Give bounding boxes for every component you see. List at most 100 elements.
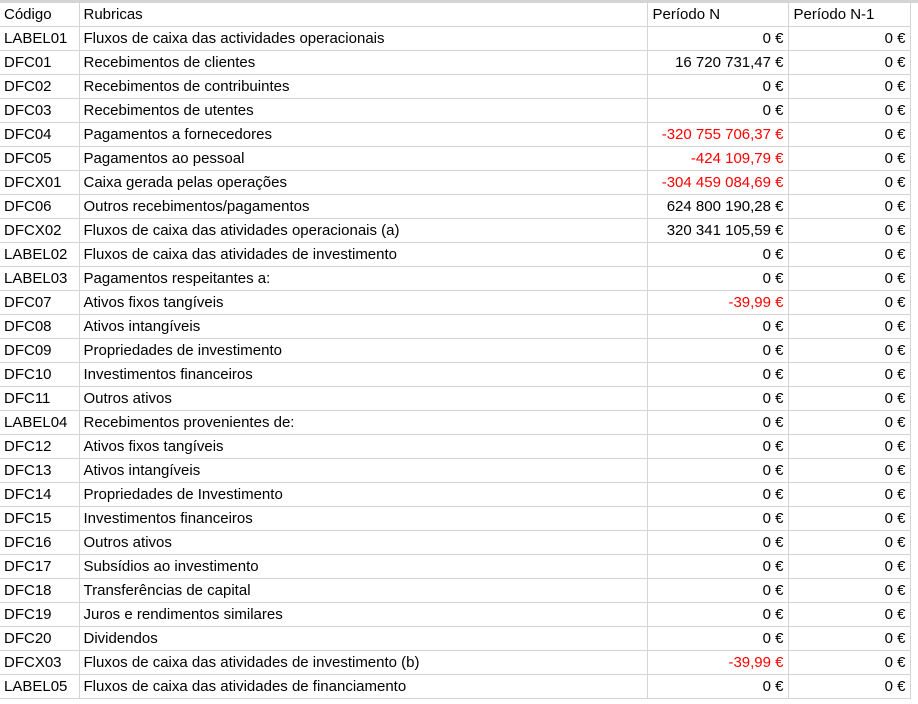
cell-code[interactable]: DFC16 (0, 530, 80, 555)
cell-rubrica[interactable]: Ativos intangíveis (79, 314, 648, 339)
cell-rubrica[interactable]: Recebimentos provenientes de: (79, 410, 648, 435)
cell-period-n[interactable]: -39,99 € (647, 290, 789, 315)
cell-code[interactable]: DFC20 (0, 626, 80, 651)
cell-rubrica[interactable]: Fluxos de caixa das atividades operacion… (79, 218, 648, 243)
cell-code[interactable]: DFC15 (0, 506, 80, 531)
cell-period-n1[interactable]: 0 € (788, 674, 911, 699)
cell-period-n1[interactable]: 0 € (788, 194, 911, 219)
cell-period-n[interactable]: 0 € (647, 602, 789, 627)
cell-period-n[interactable]: 0 € (647, 674, 789, 699)
cell-period-n1[interactable]: 0 € (788, 218, 911, 243)
cell-rubrica[interactable]: Propriedades de investimento (79, 338, 648, 363)
cell-period-n1[interactable]: 0 € (788, 338, 911, 363)
cell-period-n1[interactable]: 0 € (788, 410, 911, 435)
cell-period-n[interactable]: 0 € (647, 626, 789, 651)
cell-code[interactable]: DFC06 (0, 194, 80, 219)
cell-period-n1[interactable]: 0 € (788, 266, 911, 291)
cell-period-n[interactable]: -39,99 € (647, 650, 789, 675)
cell-period-n1[interactable]: 0 € (788, 122, 911, 147)
cell-rubrica[interactable]: Fluxos de caixa das atividades de invest… (79, 242, 648, 267)
cell-code[interactable]: DFC07 (0, 290, 80, 315)
cell-rubrica[interactable]: Fluxos de caixa das atividades de invest… (79, 650, 648, 675)
cell-period-n[interactable]: 0 € (647, 530, 789, 555)
cell-code[interactable]: DFC13 (0, 458, 80, 483)
cell-code[interactable]: DFC17 (0, 554, 80, 579)
cell-period-n[interactable]: 0 € (647, 434, 789, 459)
cell-period-n[interactable]: 0 € (647, 410, 789, 435)
cell-code[interactable]: DFC14 (0, 482, 80, 507)
cell-rubrica[interactable]: Fluxos de caixa das actividades operacio… (79, 26, 648, 51)
cell-period-n1[interactable]: 0 € (788, 554, 911, 579)
cell-period-n1[interactable]: 0 € (788, 362, 911, 387)
cell-period-n1[interactable]: 0 € (788, 482, 911, 507)
cell-period-n[interactable]: 0 € (647, 578, 789, 603)
cell-code[interactable]: DFC18 (0, 578, 80, 603)
cell-code[interactable]: DFC10 (0, 362, 80, 387)
cell-period-n1[interactable]: 0 € (788, 146, 911, 171)
cell-period-n[interactable]: 0 € (647, 266, 789, 291)
cell-rubrica[interactable]: Outros ativos (79, 386, 648, 411)
cell-period-n[interactable]: 0 € (647, 482, 789, 507)
cell-period-n[interactable]: 0 € (647, 458, 789, 483)
header-cell-rubricas[interactable]: Rubricas (79, 3, 648, 27)
cell-code[interactable]: LABEL05 (0, 674, 80, 699)
cell-period-n[interactable]: 0 € (647, 242, 789, 267)
cell-code[interactable]: LABEL03 (0, 266, 80, 291)
cell-period-n[interactable]: -304 459 084,69 € (647, 170, 789, 195)
cell-period-n[interactable]: 0 € (647, 362, 789, 387)
cell-period-n1[interactable]: 0 € (788, 530, 911, 555)
cell-period-n1[interactable]: 0 € (788, 506, 911, 531)
cell-rubrica[interactable]: Investimentos financeiros (79, 362, 648, 387)
cell-code[interactable]: DFCX01 (0, 170, 80, 195)
cell-code[interactable]: DFCX03 (0, 650, 80, 675)
header-cell-code[interactable]: Código (0, 3, 80, 27)
cell-period-n[interactable]: 320 341 105,59 € (647, 218, 789, 243)
cell-code[interactable]: LABEL02 (0, 242, 80, 267)
cell-code[interactable]: DFC01 (0, 50, 80, 75)
cell-period-n[interactable]: 0 € (647, 386, 789, 411)
cell-code[interactable]: DFC12 (0, 434, 80, 459)
cell-code[interactable]: DFC04 (0, 122, 80, 147)
cell-period-n[interactable]: -320 755 706,37 € (647, 122, 789, 147)
cell-period-n1[interactable]: 0 € (788, 386, 911, 411)
cell-period-n1[interactable]: 0 € (788, 602, 911, 627)
cell-rubrica[interactable]: Transferências de capital (79, 578, 648, 603)
cell-period-n1[interactable]: 0 € (788, 74, 911, 99)
cell-rubrica[interactable]: Ativos intangíveis (79, 458, 648, 483)
cell-code[interactable]: DFC11 (0, 386, 80, 411)
cell-rubrica[interactable]: Recebimentos de clientes (79, 50, 648, 75)
cell-period-n[interactable]: 0 € (647, 98, 789, 123)
cell-period-n1[interactable]: 0 € (788, 434, 911, 459)
cell-period-n1[interactable]: 0 € (788, 578, 911, 603)
cell-period-n1[interactable]: 0 € (788, 242, 911, 267)
cell-rubrica[interactable]: Recebimentos de utentes (79, 98, 648, 123)
cell-code[interactable]: DFC05 (0, 146, 80, 171)
cell-period-n[interactable]: 0 € (647, 26, 789, 51)
header-cell-period-n1[interactable]: Período N-1 (788, 3, 911, 27)
cell-rubrica[interactable]: Outros ativos (79, 530, 648, 555)
cell-rubrica[interactable]: Fluxos de caixa das atividades de financ… (79, 674, 648, 699)
cell-period-n1[interactable]: 0 € (788, 458, 911, 483)
cell-period-n[interactable]: 0 € (647, 314, 789, 339)
cell-period-n1[interactable]: 0 € (788, 650, 911, 675)
cell-code[interactable]: DFCX02 (0, 218, 80, 243)
cell-period-n1[interactable]: 0 € (788, 98, 911, 123)
cell-period-n[interactable]: 0 € (647, 338, 789, 363)
header-cell-period-n[interactable]: Período N (647, 3, 789, 27)
cell-rubrica[interactable]: Pagamentos respeitantes a: (79, 266, 648, 291)
cell-rubrica[interactable]: Caixa gerada pelas operações (79, 170, 648, 195)
cell-code[interactable]: DFC03 (0, 98, 80, 123)
cell-period-n[interactable]: 0 € (647, 506, 789, 531)
cell-period-n1[interactable]: 0 € (788, 50, 911, 75)
cell-rubrica[interactable]: Pagamentos a fornecedores (79, 122, 648, 147)
cell-period-n[interactable]: -424 109,79 € (647, 146, 789, 171)
cell-code[interactable]: DFC08 (0, 314, 80, 339)
cell-period-n1[interactable]: 0 € (788, 26, 911, 51)
cell-rubrica[interactable]: Juros e rendimentos similares (79, 602, 648, 627)
cell-period-n[interactable]: 624 800 190,28 € (647, 194, 789, 219)
cell-period-n[interactable]: 0 € (647, 554, 789, 579)
cell-rubrica[interactable]: Pagamentos ao pessoal (79, 146, 648, 171)
cell-period-n1[interactable]: 0 € (788, 290, 911, 315)
cell-period-n1[interactable]: 0 € (788, 626, 911, 651)
cell-rubrica[interactable]: Ativos fixos tangíveis (79, 434, 648, 459)
